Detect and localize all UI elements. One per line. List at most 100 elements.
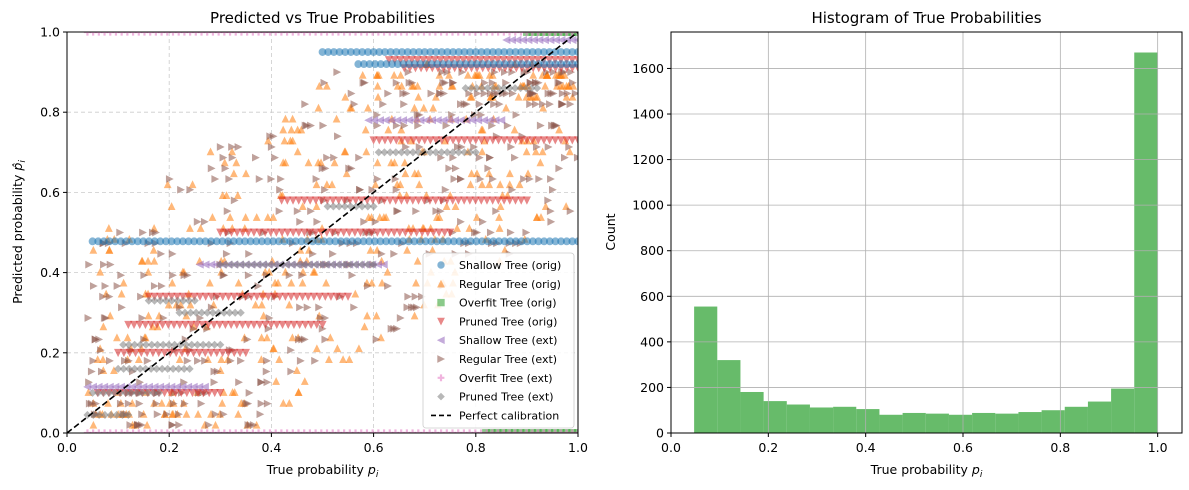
overfit-tree-ext-point (163, 429, 171, 433)
regular-tree-ext-point (457, 143, 466, 151)
overfit-tree-ext-point (545, 429, 554, 433)
pruned-tree-ext-point (136, 340, 145, 349)
regular-tree-ext-point (321, 335, 330, 344)
pruned-tree-ext-point (204, 340, 213, 349)
pruned-tree-ext-point (437, 148, 446, 157)
pruned-tree-orig-point (221, 228, 230, 237)
overfit-tree-ext-point (294, 429, 303, 433)
pruned-tree-orig-point (390, 228, 399, 237)
pruned-tree-orig-point (210, 388, 219, 398)
regular-tree-orig-point (465, 224, 474, 232)
regular-tree-ext-point (157, 250, 166, 258)
regular-tree-orig-point (312, 344, 321, 353)
regular-tree-ext-point (183, 356, 192, 365)
regular-tree-ext-point (211, 175, 220, 183)
perfect-calibration-line (67, 32, 578, 433)
regular-tree-ext-point (321, 164, 330, 173)
pruned-tree-orig-point (522, 136, 531, 145)
pruned-tree-orig-point (295, 320, 304, 330)
regular-tree-orig-point (134, 355, 143, 364)
pruned-tree-orig-point (119, 348, 128, 358)
regular-tree-ext-point (319, 121, 328, 130)
regular-tree-ext-point (159, 314, 168, 322)
pruned-tree-orig-point (171, 388, 180, 398)
histogram-bar (948, 414, 973, 433)
overfit-tree-ext-point (83, 32, 92, 36)
pruned-tree-orig-point (224, 292, 233, 301)
pruned-tree-orig-point (233, 228, 242, 237)
pruned-tree-orig-point (281, 292, 290, 301)
regular-tree-ext-point (350, 303, 359, 312)
histogram-bar (1087, 401, 1112, 433)
regular-tree-ext-point (205, 421, 213, 429)
legend-marker-regular-tree-ext (437, 355, 446, 363)
pruned-tree-orig-point (494, 196, 503, 205)
overfit-tree-ext-point (562, 429, 571, 433)
legend-label: Overfit Tree (orig) (459, 297, 557, 310)
regular-tree-ext-point (477, 110, 486, 119)
regular-tree-ext-point (558, 89, 567, 98)
regular-tree-ext-point (511, 153, 519, 162)
regular-tree-orig-point (99, 355, 107, 364)
pruned-tree-orig-point (215, 320, 224, 330)
pruned-tree-ext-point (233, 260, 242, 269)
pruned-tree-ext-point (312, 260, 321, 269)
pruned-tree-orig-point (499, 56, 508, 65)
pruned-tree-orig-point (184, 292, 193, 301)
overfit-tree-ext-point (317, 429, 325, 433)
pruned-tree-orig-point (378, 228, 388, 237)
overfit-tree-ext-point (317, 32, 325, 36)
regular-tree-ext-point (418, 292, 426, 301)
overfit-tree-ext-point (505, 429, 514, 433)
overfit-tree-ext-point (192, 32, 200, 36)
pruned-tree-orig-point (380, 136, 390, 145)
pruned-tree-orig-point (183, 348, 192, 358)
histogram-bar (972, 412, 996, 433)
regular-tree-orig-point (96, 267, 105, 276)
overfit-tree-ext-point (186, 429, 194, 433)
pruned-tree-ext-point (471, 148, 480, 157)
pruned-tree-ext-point (119, 364, 128, 373)
pruned-tree-ext-point (149, 388, 158, 397)
regular-tree-orig-point (339, 355, 347, 364)
regular-tree-ext-point (379, 100, 388, 109)
histogram-y-tick-label: 1000 (632, 198, 664, 213)
regular-tree-orig-point (252, 213, 261, 221)
pruned-tree-orig-point (487, 56, 497, 65)
legend-marker-regular-tree-orig (437, 279, 445, 288)
regular-tree-ext-point (180, 378, 189, 387)
overfit-tree-ext-point (329, 32, 337, 36)
pruned-tree-orig-point (305, 228, 315, 237)
legend-label: Pruned Tree (orig) (459, 315, 557, 328)
pruned-tree-ext-point (153, 340, 162, 349)
overfit-tree-ext-point (443, 429, 451, 433)
pruned-tree-orig-point (494, 136, 503, 145)
regular-tree-ext-point (450, 175, 459, 183)
regular-tree-ext-point (165, 175, 174, 183)
regular-tree-orig-point (408, 81, 416, 90)
pruned-tree-ext-point (184, 296, 194, 305)
regular-tree-ext-point (139, 228, 147, 237)
pruned-tree-ext-point (142, 340, 151, 349)
overfit-tree-ext-point (300, 429, 308, 433)
pruned-tree-orig-point (551, 136, 560, 145)
regular-tree-orig-point (372, 311, 381, 320)
regular-tree-ext-point (411, 292, 420, 301)
overfit-tree-ext-point (266, 429, 274, 433)
overfit-tree-ext-point (95, 32, 103, 36)
overfit-tree-ext-point (397, 429, 405, 433)
overfit-tree-ext-point (466, 32, 474, 36)
pruned-tree-orig-point (207, 292, 216, 301)
overfit-tree-ext-point (351, 32, 360, 36)
pruned-tree-orig-point (294, 196, 303, 205)
pruned-tree-orig-point (333, 228, 343, 237)
histogram-bar (809, 407, 834, 433)
regular-tree-orig-point (285, 300, 294, 309)
legend-marker-shallow-tree-orig (437, 261, 445, 269)
legend-label: Regular Tree (ext) (459, 353, 557, 366)
overfit-tree-ext-point (471, 32, 479, 36)
overfit-tree-ext-point (363, 429, 371, 433)
pruned-tree-ext-point (225, 308, 234, 317)
pruned-tree-ext-point (335, 202, 344, 211)
pruned-tree-orig-point (545, 56, 554, 65)
